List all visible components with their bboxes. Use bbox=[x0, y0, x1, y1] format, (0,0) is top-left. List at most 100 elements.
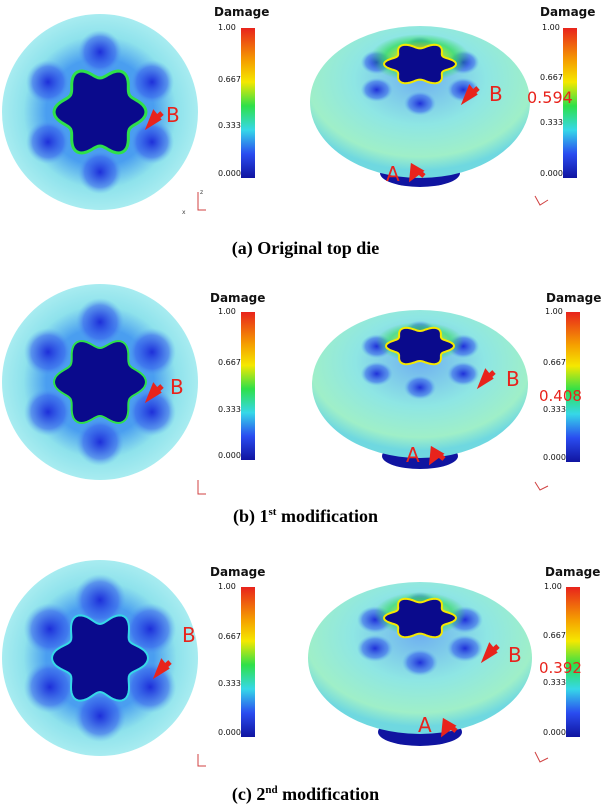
legend-right: Damage 1.00 0.667 0.408 0.333 0.000 bbox=[539, 291, 601, 462]
legend-colorbar bbox=[241, 28, 255, 178]
legend-title: Damage bbox=[210, 565, 265, 579]
low-damage-zone bbox=[24, 328, 72, 376]
low-damage-zone bbox=[124, 661, 177, 713]
legend-title: Damage bbox=[210, 291, 265, 305]
red-arrow-icon bbox=[144, 382, 164, 404]
hexalobular-cavity bbox=[382, 43, 458, 85]
legend-tick-high: 0.667 bbox=[543, 358, 566, 367]
legend-tick-high: 0.667 bbox=[540, 73, 563, 82]
isometric-die bbox=[310, 26, 530, 187]
isometric-die bbox=[312, 310, 528, 469]
legend-colorbar bbox=[241, 312, 255, 460]
low-damage-zone bbox=[24, 388, 72, 436]
low-damage-zone bbox=[76, 418, 124, 466]
low-damage-zone bbox=[404, 375, 436, 400]
arrow-a: A bbox=[386, 162, 426, 186]
legend-tick-min: 0.000 bbox=[218, 451, 241, 460]
legend-tick-max: 1.00 bbox=[218, 307, 236, 316]
arrow-b-right: B bbox=[476, 367, 520, 391]
caption-suffix: modification bbox=[277, 784, 380, 804]
figure-row: B Damage 1.00 0.667 0.333 0.000 B A bbox=[2, 284, 601, 495]
hexalobular-cavity bbox=[52, 69, 148, 155]
hexalobular-cavity bbox=[50, 614, 150, 702]
legend-tick-max: 1.00 bbox=[218, 582, 236, 591]
legend-colorbar bbox=[566, 312, 580, 462]
isometric-die bbox=[308, 582, 532, 746]
legend-tick-min: 0.000 bbox=[218, 169, 241, 178]
low-damage-zone bbox=[360, 77, 393, 102]
panel-original: B Damage 1.00 0.667 0.333 0.000 z x B bbox=[0, 0, 611, 270]
arrow-b-right: B bbox=[460, 82, 503, 106]
legend-tick-high: 0.667 bbox=[543, 631, 566, 640]
legend-colorbar bbox=[566, 587, 580, 737]
legend-left: Damage 1.00 0.667 0.333 0.000 bbox=[210, 565, 265, 737]
low-damage-zone bbox=[74, 574, 126, 626]
low-damage-zone bbox=[128, 328, 176, 376]
legend-tick-low: 0.333 bbox=[218, 121, 241, 130]
low-damage-zone bbox=[78, 150, 122, 194]
legend-title: Damage bbox=[546, 291, 601, 305]
low-damage-zone bbox=[78, 30, 122, 74]
legend-title: Damage bbox=[540, 5, 595, 19]
legend-tick-high: 0.667 bbox=[218, 632, 241, 641]
low-damage-zone bbox=[404, 91, 436, 116]
red-arrow-icon bbox=[476, 368, 496, 390]
legend-tick-low: 0.333 bbox=[543, 678, 566, 687]
low-damage-zone bbox=[23, 603, 76, 655]
legend-colorbar bbox=[241, 587, 255, 737]
caption-suffix: modification bbox=[276, 506, 378, 526]
low-damage-zone bbox=[447, 634, 483, 662]
axis-triad-right bbox=[534, 751, 549, 763]
panel-first-modification: B Damage 1.00 0.667 0.333 0.000 B A bbox=[0, 270, 611, 540]
top-view-disc bbox=[2, 284, 198, 480]
axis-triad-left bbox=[197, 754, 206, 767]
low-damage-zone bbox=[26, 60, 70, 104]
legend-tick-low: 0.333 bbox=[218, 405, 241, 414]
hexalobular-cavity bbox=[384, 326, 456, 366]
legend-tick-min: 0.000 bbox=[543, 728, 566, 737]
legend-tick-low: 0.333 bbox=[218, 679, 241, 688]
legend-tick-max: 1.00 bbox=[544, 582, 562, 591]
low-damage-zone bbox=[124, 603, 177, 655]
caption-text: (c) 2 bbox=[231, 784, 266, 804]
marker-b: B bbox=[170, 375, 184, 399]
legend-right: Damage 1.00 0.667 0.392 0.333 0.000 bbox=[539, 565, 600, 737]
marker-b: B bbox=[182, 623, 196, 647]
max-damage-value: 0.408 bbox=[539, 387, 582, 405]
low-damage-zone bbox=[128, 388, 176, 436]
red-arrow-icon bbox=[440, 717, 458, 738]
hexalobular-cavity bbox=[382, 597, 458, 639]
top-view-disc bbox=[2, 14, 198, 210]
legend-tick-max: 1.00 bbox=[218, 23, 236, 32]
caption: (b) 1st modification bbox=[0, 506, 611, 527]
red-arrow-icon bbox=[460, 84, 480, 106]
axis-z-label: z bbox=[200, 189, 203, 196]
caption-superscript: nd bbox=[265, 784, 278, 796]
low-damage-zone bbox=[23, 661, 76, 713]
low-damage-zone bbox=[74, 690, 126, 742]
red-arrow-icon bbox=[408, 162, 426, 183]
marker-a: A bbox=[386, 162, 400, 186]
axis-triad-right bbox=[534, 195, 549, 206]
legend-tick-min: 0.000 bbox=[543, 453, 566, 462]
legend-tick-low: 0.333 bbox=[540, 118, 563, 127]
marker-a: A bbox=[418, 713, 432, 737]
top-view-disc bbox=[2, 560, 198, 756]
red-arrow-icon bbox=[428, 445, 446, 466]
caption-superscript: st bbox=[268, 506, 277, 518]
max-damage-value: 0.594 bbox=[527, 88, 573, 107]
figure-row: B Damage 1.00 0.667 0.333 0.000 z x B bbox=[2, 5, 595, 216]
caption: (c) 2nd modification bbox=[0, 784, 611, 805]
red-arrow-icon bbox=[152, 658, 172, 680]
low-damage-zones bbox=[23, 574, 177, 742]
legend-right: Damage 1.00 0.667 0.594 0.333 0.000 bbox=[527, 5, 595, 178]
legend-colorbar bbox=[563, 28, 577, 178]
low-damage-zone bbox=[402, 649, 438, 677]
arrow-b-left: B bbox=[144, 375, 184, 404]
low-damage-zone bbox=[76, 298, 124, 346]
marker-b: B bbox=[166, 103, 180, 127]
low-damage-zone bbox=[26, 120, 70, 164]
legend-tick-high: 0.667 bbox=[218, 358, 241, 367]
legend-tick-low: 0.333 bbox=[543, 405, 566, 414]
axis-triad-left: z x bbox=[182, 189, 206, 216]
